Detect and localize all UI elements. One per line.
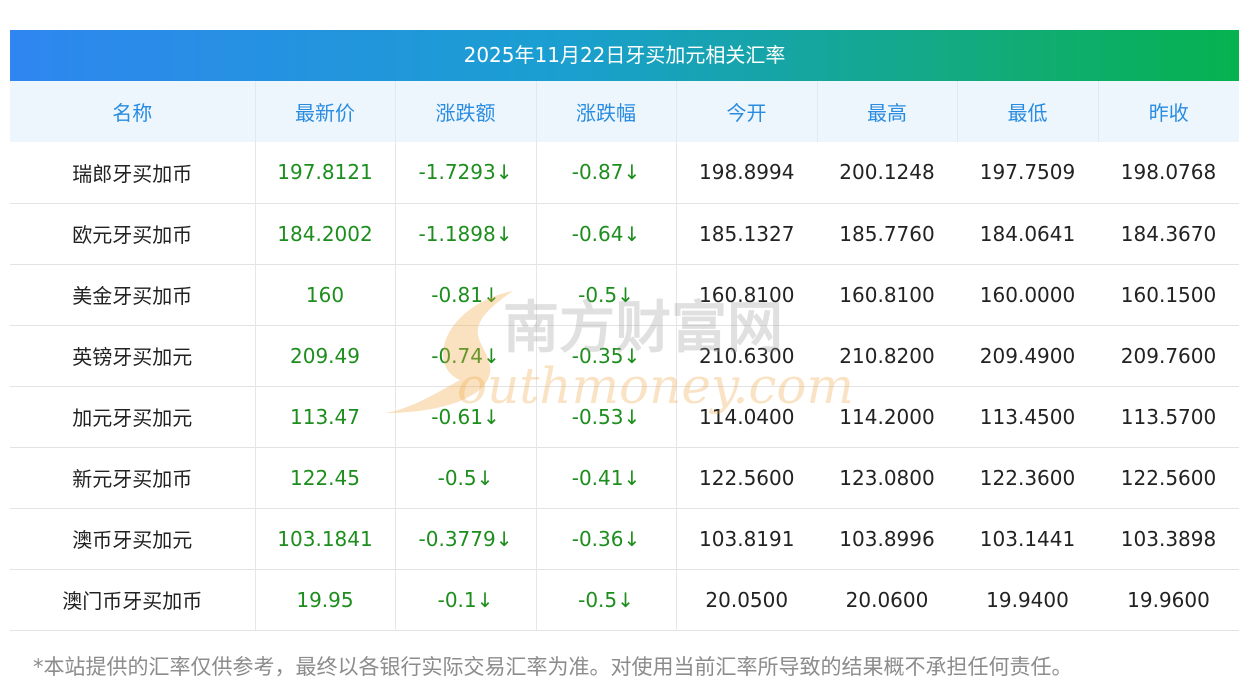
latest-price: 160 (255, 264, 396, 325)
prev-close-price: 122.5600 (1120, 465, 1217, 490)
high-price: 123.0800 (839, 465, 935, 490)
high-price: 103.8996 (839, 526, 935, 551)
low-price: 209.4900 (979, 343, 1076, 368)
currency-pair-name: 新元牙买加币 (10, 447, 256, 508)
high-price: 114.2000 (839, 404, 935, 429)
table-row: 澳币牙买加元 103.1841 -0.3779↓ -0.36↓ 103.8191… (10, 508, 1239, 569)
open-price: 103.8191 (699, 526, 795, 551)
low-price: 113.4500 (979, 404, 1076, 429)
change-amount: -1.7293↓ (395, 142, 537, 203)
column-header-change-pct: 涨跌幅 (536, 81, 677, 142)
high-price: 160.8100 (839, 282, 935, 307)
latest-price: 103.1841 (255, 508, 396, 569)
change-amount: -0.81↓ (395, 264, 537, 325)
table-row: 新元牙买加币 122.45 -0.5↓ -0.41↓ 122.5600 123.… (10, 447, 1239, 508)
change-amount: -0.3779↓ (395, 508, 537, 569)
column-header-high: 最高 (817, 81, 958, 142)
table-title: 2025年11月22日牙买加元相关汇率 (10, 30, 1239, 81)
prev-close-price: 198.0768 (1120, 160, 1217, 185)
currency-pair-name: 瑞郎牙买加币 (10, 142, 256, 203)
change-amount: -0.1↓ (395, 569, 537, 630)
change-percent: -0.53↓ (536, 386, 677, 447)
low-price: 160.0000 (979, 282, 1076, 307)
change-percent: -0.35↓ (536, 325, 677, 386)
open-price: 198.8994 (699, 160, 795, 185)
high-price: 20.0600 (845, 587, 929, 612)
open-price: 122.5600 (699, 465, 795, 490)
column-header-change: 涨跌额 (395, 81, 537, 142)
low-price: 184.0641 (979, 221, 1076, 246)
prev-close-price: 19.9600 (1127, 587, 1210, 612)
latest-price: 197.8121 (255, 142, 396, 203)
table-header-row: 名称 最新价 涨跌额 涨跌幅 今开 最高 最低 昨收 (10, 81, 1239, 142)
open-price: 160.8100 (699, 282, 795, 307)
prev-close-price: 103.3898 (1120, 526, 1217, 551)
prev-close-price: 209.7600 (1120, 343, 1217, 368)
high-price: 210.8200 (839, 343, 935, 368)
open-price: 185.1327 (699, 221, 795, 246)
latest-price: 184.2002 (255, 203, 396, 264)
prev-close-price: 113.5700 (1120, 404, 1217, 429)
column-header-latest: 最新价 (255, 81, 396, 142)
table-row: 澳门币牙买加币 19.95 -0.1↓ -0.5↓ 20.0500 20.060… (10, 569, 1239, 630)
low-price: 19.9400 (986, 587, 1069, 612)
low-price: 197.7509 (979, 160, 1076, 185)
change-amount: -0.5↓ (395, 447, 537, 508)
latest-price: 19.95 (255, 569, 396, 630)
change-percent: -0.41↓ (536, 447, 677, 508)
change-percent: -0.87↓ (536, 142, 677, 203)
change-percent: -0.36↓ (536, 508, 677, 569)
change-percent: -0.64↓ (536, 203, 677, 264)
currency-pair-name: 加元牙买加元 (10, 386, 256, 447)
column-header-name: 名称 (10, 81, 256, 142)
table-row: 英镑牙买加元 209.49 -0.74↓ -0.35↓ 210.6300 210… (10, 325, 1239, 386)
change-percent: -0.5↓ (536, 264, 677, 325)
table-row: 欧元牙买加币 184.2002 -1.1898↓ -0.64↓ 185.1327… (10, 203, 1239, 264)
currency-pair-name: 澳门币牙买加币 (10, 569, 256, 630)
change-amount: -0.61↓ (395, 386, 537, 447)
open-price: 114.0400 (699, 404, 795, 429)
change-amount: -0.74↓ (395, 325, 537, 386)
column-header-open: 今开 (676, 81, 818, 142)
low-price: 103.1441 (979, 526, 1076, 551)
prev-close-price: 184.3670 (1120, 221, 1217, 246)
open-price: 210.6300 (699, 343, 795, 368)
change-amount: -1.1898↓ (395, 203, 537, 264)
latest-price: 122.45 (255, 447, 396, 508)
rate-table-container: 2025年11月22日牙买加元相关汇率 名称 最新价 涨跌额 涨跌幅 今开 最高… (10, 30, 1239, 631)
column-header-low: 最低 (957, 81, 1099, 142)
column-header-prev-close: 昨收 (1148, 101, 1189, 125)
table-row: 美金牙买加币 160 -0.81↓ -0.5↓ 160.8100 160.810… (10, 264, 1239, 325)
currency-pair-name: 澳币牙买加元 (10, 508, 256, 569)
currency-pair-name: 欧元牙买加币 (10, 203, 256, 264)
table-row: 瑞郎牙买加币 197.8121 -1.7293↓ -0.87↓ 198.8994… (10, 142, 1239, 203)
low-price: 122.3600 (979, 465, 1076, 490)
change-percent: -0.5↓ (536, 569, 677, 630)
disclaimer-text: *本站提供的汇率仅供参考，最终以各银行实际交易汇率为准。对使用当前汇率所导致的结… (33, 655, 1073, 679)
table-row: 加元牙买加元 113.47 -0.61↓ -0.53↓ 114.0400 114… (10, 386, 1239, 447)
open-price: 20.0500 (705, 587, 789, 612)
currency-pair-name: 英镑牙买加元 (10, 325, 256, 386)
high-price: 185.7760 (839, 221, 935, 246)
prev-close-price: 160.1500 (1120, 282, 1217, 307)
latest-price: 209.49 (255, 325, 396, 386)
latest-price: 113.47 (255, 386, 396, 447)
high-price: 200.1248 (839, 160, 935, 185)
rate-table: 名称 最新价 涨跌额 涨跌幅 今开 最高 最低 昨收 瑞郎牙买加币 197.81… (10, 81, 1239, 631)
currency-pair-name: 美金牙买加币 (10, 264, 256, 325)
